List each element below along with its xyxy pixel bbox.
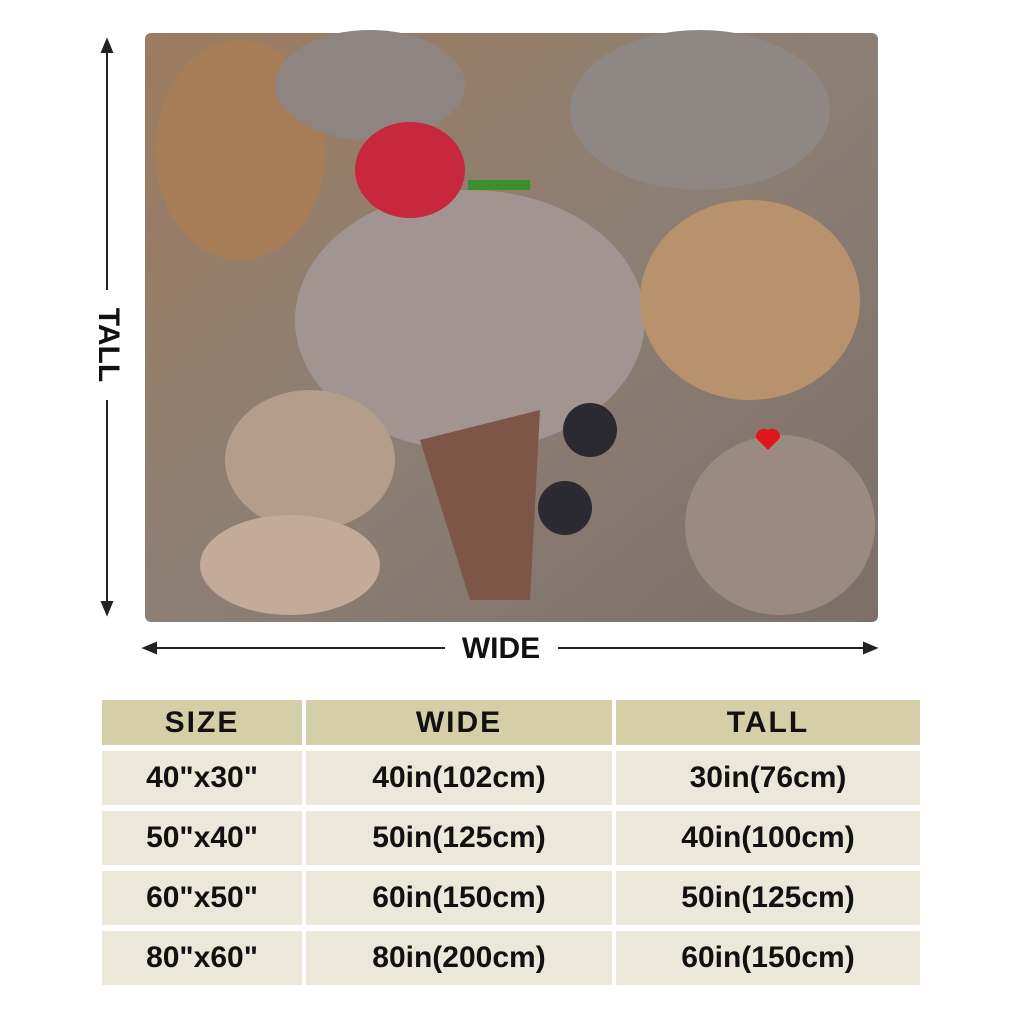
header-cell: SIZE <box>102 700 302 745</box>
arrow-head <box>141 641 157 655</box>
table-cell: 30in(76cm) <box>616 751 920 805</box>
heart <box>755 428 781 450</box>
arrow-head <box>100 601 114 617</box>
sunglasses <box>538 481 592 535</box>
table-cell: 60"x50" <box>102 871 302 925</box>
table-cell: 80"x60" <box>102 931 302 985</box>
header-cell: TALL <box>616 700 920 745</box>
blanket-illustration: TALL WIDE <box>92 30 879 665</box>
table-cell: 60in(150cm) <box>306 871 612 925</box>
collage-face <box>225 390 395 530</box>
table-cell: 40in(100cm) <box>616 811 920 865</box>
table-cell: 50"x40" <box>102 811 302 865</box>
rose <box>355 122 465 218</box>
collage-face <box>200 515 380 615</box>
wide-label: WIDE <box>462 632 540 665</box>
table-cell: 50in(125cm) <box>306 811 612 865</box>
table-cell: 40in(102cm) <box>306 751 612 805</box>
table-cell: 80in(200cm) <box>306 931 612 985</box>
collage-face <box>275 30 465 140</box>
arrow-head <box>100 37 114 53</box>
tall-label: TALL <box>92 308 125 382</box>
collage-face <box>295 190 645 450</box>
table-cell: 40"x30" <box>102 751 302 805</box>
hat <box>420 410 540 600</box>
collage-face <box>570 30 830 190</box>
header-cell: WIDE <box>306 700 612 745</box>
collage-face <box>640 200 860 400</box>
collage-face <box>685 435 875 615</box>
table-cell: 60in(150cm) <box>616 931 920 985</box>
table-cell: 50in(125cm) <box>616 871 920 925</box>
arrow-head <box>863 641 879 655</box>
sunglasses <box>563 403 617 457</box>
